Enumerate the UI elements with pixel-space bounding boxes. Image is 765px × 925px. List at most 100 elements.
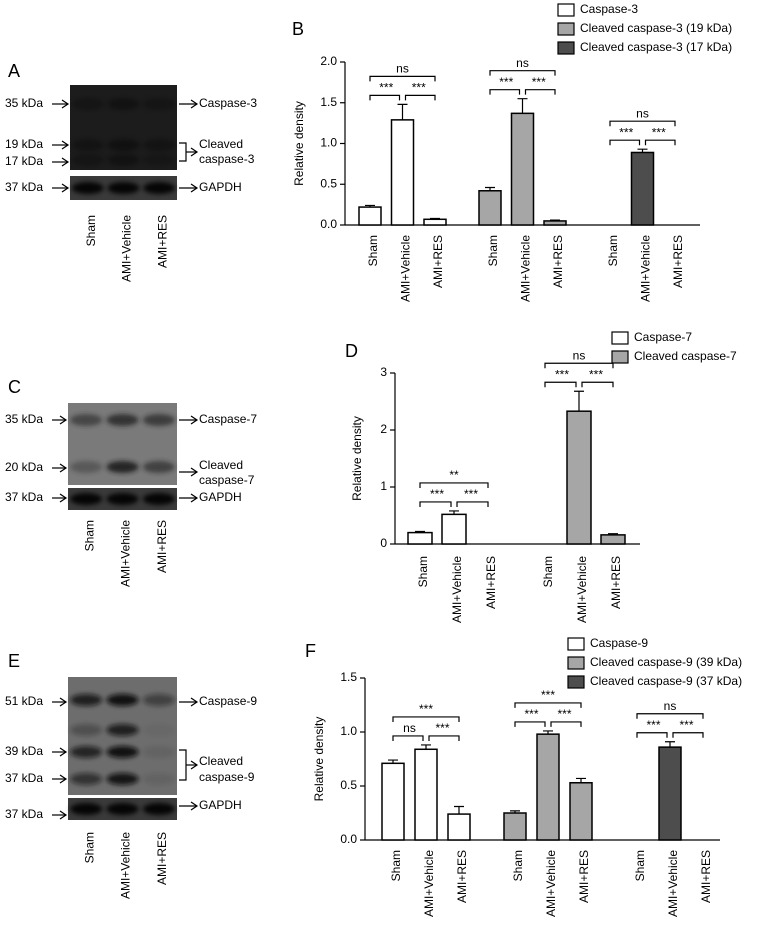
arrow-head: [59, 774, 68, 784]
lane-label: AMI+RES: [155, 520, 169, 573]
x-tick-label: AMI+RES: [551, 235, 565, 288]
significance-label: ***: [679, 718, 693, 732]
legend-swatch: [557, 22, 575, 36]
significance-label: ***: [464, 487, 478, 501]
arrow-head: [59, 493, 68, 503]
arrow-head: [190, 801, 199, 811]
significance-label: ***: [435, 721, 449, 735]
significance-bracket: [609, 120, 676, 127]
x-tick-label: Sham: [389, 850, 403, 881]
legend-label: Cleaved caspase-9 (37 kDa): [590, 674, 742, 688]
blot-band: [142, 461, 175, 473]
legend-label: Cleaved caspase-3 (17 kDa): [580, 40, 732, 54]
blot-band: [71, 139, 104, 151]
blot-band: [106, 746, 139, 758]
arrow-head: [190, 697, 199, 707]
y-tick-label: 1.0: [340, 724, 357, 738]
lane-label: AMI+Vehicle: [119, 520, 133, 587]
panel-letter: D: [345, 341, 358, 361]
bar: [658, 746, 682, 841]
significance-bracket: [428, 735, 460, 741]
significance-label: ***: [541, 688, 555, 702]
target-label: Cleaved: [199, 458, 243, 472]
panel-letter: E: [8, 651, 20, 671]
blot-band: [106, 414, 139, 426]
significance-bracket: [524, 89, 556, 95]
target-label: GAPDH: [199, 180, 242, 194]
x-tick-label: AMI+RES: [671, 235, 685, 288]
bar: [407, 531, 433, 545]
significance-bracket: [369, 94, 401, 101]
bar: [536, 733, 560, 841]
arrow-head: [61, 157, 70, 167]
significance-bracket: [456, 501, 489, 507]
y-tick-label: 2.0: [320, 54, 337, 68]
blot-band: [107, 139, 140, 151]
significance-bracket: [514, 721, 546, 727]
arrow-head: [59, 747, 68, 757]
x-tick-label: Sham: [416, 556, 430, 587]
marker-label: 35 kDa: [5, 96, 43, 110]
x-tick-label: AMI+Vehicle: [519, 235, 533, 302]
legend-swatch: [611, 331, 629, 345]
significance-label: ns: [664, 699, 677, 713]
blot-band: [70, 746, 103, 758]
bar: [503, 812, 527, 841]
x-tick-label: AMI+Vehicle: [544, 850, 558, 917]
y-tick-label: 2: [380, 422, 387, 436]
x-tick-label: AMI+Vehicle: [422, 850, 436, 917]
error-bar: [415, 530, 425, 533]
significance-label: ***: [646, 718, 660, 732]
y-tick-label: 3: [380, 365, 387, 379]
y-axis-label: Relative density: [312, 717, 326, 802]
lane-label: AMI+Vehicle: [120, 215, 134, 282]
marker-label: 39 kDa: [5, 744, 43, 758]
marker-label: 20 kDa: [5, 460, 43, 474]
blot-band: [107, 154, 140, 166]
error-bar: [454, 805, 464, 815]
blot-band: [142, 803, 175, 815]
blot-band: [106, 493, 139, 505]
significance-bracket: [514, 702, 582, 708]
y-axis-label: Relative density: [350, 416, 364, 501]
bar: [441, 513, 467, 545]
error-bar: [430, 217, 440, 220]
blot-band: [71, 154, 104, 166]
arrow-head: [61, 140, 70, 150]
significance-bracket: [544, 362, 614, 369]
x-tick-label: AMI+Vehicle: [666, 850, 680, 917]
bar: [381, 762, 405, 841]
bar: [566, 410, 592, 545]
arrow-head: [190, 147, 199, 157]
marker-label: 37 kDa: [5, 771, 43, 785]
significance-bracket: [392, 735, 424, 741]
legend-swatch: [567, 675, 585, 689]
significance-bracket: [609, 139, 641, 146]
significance-label: ***: [412, 81, 426, 95]
significance-label: ***: [619, 125, 633, 139]
legend-swatch: [557, 41, 575, 55]
legend-label: Caspase-9: [590, 636, 648, 650]
significance-bracket: [644, 139, 676, 146]
x-tick-label: AMI+RES: [699, 850, 713, 903]
arrow-head: [59, 697, 68, 707]
blot-band: [142, 773, 175, 785]
panel-letter: B: [292, 19, 304, 39]
marker-label: 37 kDa: [5, 180, 43, 194]
marker-label: 37 kDa: [5, 490, 43, 504]
significance-bracket: [544, 381, 577, 388]
blot-band: [71, 98, 104, 110]
bar: [569, 782, 593, 841]
lane-label: Sham: [82, 832, 96, 863]
significance-label: **: [449, 468, 459, 482]
y-axis-label: Relative density: [292, 101, 306, 186]
target-label: Caspase-9: [199, 694, 257, 708]
panel-letter: A: [8, 61, 20, 81]
x-tick-label: Sham: [633, 850, 647, 881]
lane-label: Sham: [84, 215, 98, 246]
y-tick-label: 1: [380, 479, 387, 493]
lane-label: AMI+RES: [155, 832, 169, 885]
x-tick-label: Sham: [366, 235, 380, 266]
significance-label: ***: [524, 707, 538, 721]
error-bar: [574, 390, 584, 412]
